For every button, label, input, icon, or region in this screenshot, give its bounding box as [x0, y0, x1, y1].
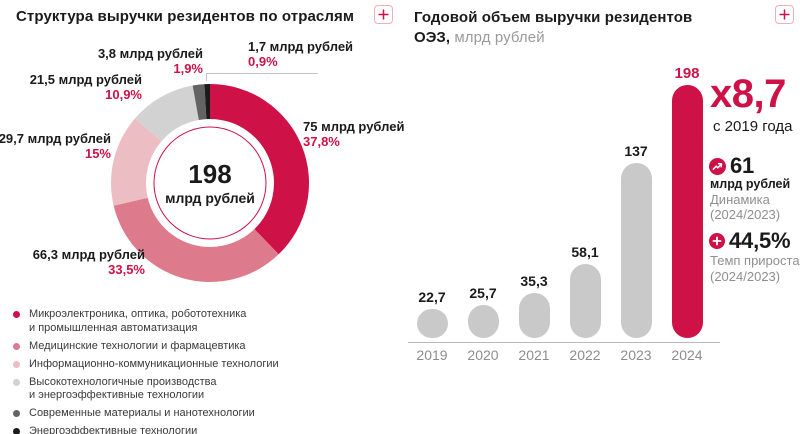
legend-dot: [13, 428, 20, 434]
bar-value-label: 35,3: [520, 273, 548, 289]
bar-value-label: 137: [624, 143, 648, 159]
annual-revenue-panel: Годовой объем выручки резидентов ОЭЗ, мл…: [400, 0, 800, 434]
trend-up-icon: [709, 157, 726, 175]
legend-dot: [13, 410, 20, 417]
legend-label: Энергоэффективные технологии: [29, 425, 198, 434]
dynamics-period: (2024/2023): [710, 207, 781, 222]
growth-multiplier-caption: с 2019 года: [713, 118, 793, 135]
donut-total-value: 198: [188, 158, 232, 189]
segment-percent: 0,9%: [248, 53, 278, 69]
bar-year-label: 2022: [569, 347, 601, 363]
bar-year-label: 2024: [671, 347, 703, 363]
donut-segment: [192, 84, 207, 120]
bar-2022: [569, 264, 601, 338]
dynamics-stat: 61: [709, 153, 754, 179]
donut-total-unit: млрд рублей: [165, 189, 255, 206]
legend-item: Энергоэффективные технологии: [13, 425, 279, 434]
leader-line: [206, 73, 318, 74]
expand-right-button[interactable]: [775, 5, 794, 24]
right-panel-title: Годовой объем выручки резидентов ОЭЗ, мл…: [414, 8, 744, 48]
donut-rings: [111, 84, 309, 282]
bar-value-label: 198: [674, 65, 700, 82]
dynamics-unit: млрд рублей: [710, 177, 791, 191]
segment-value: 21,5 млрд рублей: [29, 72, 142, 87]
growth-rate-value: 44,5%: [729, 228, 791, 253]
legend-item: Информационно-коммуникационные технологи…: [13, 358, 279, 372]
legend-item: Микроэлектроника, оптика, робототехника и…: [13, 308, 279, 335]
bar-year-label: 2021: [518, 347, 550, 363]
bar-year-label: 2019: [416, 347, 448, 363]
legend-label: Микроэлектроника, оптика, робототехника и…: [29, 308, 247, 334]
dynamics-value: 61: [730, 153, 755, 178]
bar-2020: [467, 305, 499, 338]
donut-legend: Микроэлектроника, оптика, робототехника и…: [13, 308, 279, 434]
donut-center-label: 198 млрд рублей: [110, 83, 310, 283]
industry-structure-panel: Структура выручки резидентов по отраслям…: [0, 5, 404, 434]
segment-percent: 10,9%: [105, 86, 142, 102]
legend-dot: [13, 342, 20, 350]
donut-label: 66,3 млрд рублей 33,5%: [25, 247, 145, 277]
legend-dot: [13, 360, 20, 368]
segment-value: 3,8 млрд рублей: [97, 46, 203, 61]
bar-2021: [518, 293, 550, 338]
legend-item: Медицинские технологии и фармацевтика: [13, 340, 279, 354]
donut-label: 21,5 млрд рублей 10,9%: [22, 72, 142, 102]
legend-label: Современные материалы и нанотехнологии: [29, 407, 255, 419]
bar-2023: [620, 163, 652, 338]
bar-value-label: 22,7: [418, 289, 446, 305]
growth-multiplier: x8,7: [710, 72, 786, 116]
donut-label: 3,8 млрд рублей 1,9%: [83, 46, 203, 76]
legend-label: Медицинские технологии и фармацевтика: [29, 339, 246, 352]
legend-label: Информационно-коммуникационные технологи…: [29, 357, 279, 370]
segment-value: 29,7 млрд рублей: [0, 131, 111, 146]
segment-percent: 33,5%: [108, 261, 145, 277]
left-panel-title: Структура выручки резидентов по отраслям: [16, 8, 355, 25]
legend-item: Высокотехнологичные производства и энерго…: [13, 376, 279, 403]
bar-year-label: 2020: [467, 347, 499, 363]
donut-chart: 198 млрд рублей: [110, 83, 310, 283]
right-title-line1: Годовой объем выручки резидентов: [414, 9, 693, 26]
expand-left-button[interactable]: [374, 5, 393, 24]
donut-segment: [134, 85, 199, 142]
segment-value: 66,3 млрд рублей: [32, 247, 145, 262]
bar-value-label: 58,1: [571, 244, 599, 260]
plus-icon: [779, 9, 790, 20]
donut-segment: [210, 84, 309, 255]
bar-value-label: 25,7: [469, 285, 497, 301]
growth-rate-caption: Темп прироста: [710, 253, 800, 268]
right-title-bold2: ОЭЗ,: [414, 29, 451, 46]
donut-label: 29,7 млрд рублей 15%: [0, 131, 111, 161]
donut-inner-ring: [153, 126, 267, 240]
growth-rate-stat: 44,5%: [709, 228, 791, 254]
right-title-unit: млрд рублей: [450, 29, 545, 46]
legend-item: Современные материалы и нанотехнологии: [13, 407, 279, 421]
bar-year-label: 2023: [620, 347, 652, 363]
donut-segment: [113, 197, 279, 282]
growth-rate-period: (2024/2023): [710, 269, 781, 284]
segment-percent: 1,9%: [173, 60, 203, 76]
legend-label: Высокотехнологичные производства и энерго…: [29, 375, 217, 402]
leader-line-tick: [206, 73, 207, 81]
bar-2024: [671, 85, 703, 338]
segment-percent: 37,8%: [303, 133, 340, 149]
segment-value: 1,7 млрд рублей: [248, 39, 354, 54]
dynamics-caption: Динамика: [710, 192, 770, 207]
donut-segment: [204, 84, 210, 120]
legend-dot: [13, 311, 20, 318]
segment-percent: 15%: [84, 145, 111, 161]
bar-2019: [416, 309, 448, 338]
plus-circle-icon: [709, 233, 725, 249]
legend-dot: [13, 378, 20, 386]
donut-label: 1,7 млрд рублей 0,9%: [248, 39, 368, 69]
bar-chart-baseline: [408, 342, 720, 343]
plus-icon: [378, 9, 389, 20]
segment-value: 75 млрд рублей: [303, 119, 405, 134]
donut-label: 75 млрд рублей 37,8%: [303, 119, 423, 149]
donut-segment: [111, 118, 162, 206]
